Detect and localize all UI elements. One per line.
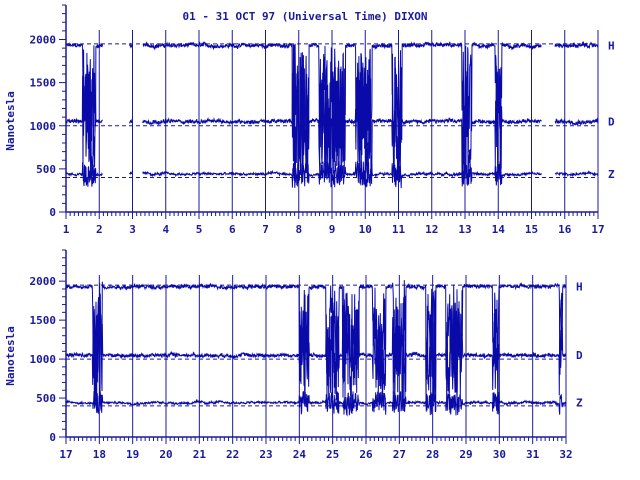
x-tick-label: 29 [459, 448, 472, 461]
y-tick-label: 2000 [30, 275, 57, 288]
x-tick-label: 1 [63, 223, 70, 236]
series-label-z: Z [608, 168, 615, 181]
x-tick-label: 14 [492, 223, 506, 236]
series-line-d [65, 65, 599, 178]
x-tick-label: 21 [193, 448, 207, 461]
y-axis-label: Nanotesla [4, 326, 17, 386]
x-tick-label: 13 [458, 223, 471, 236]
y-tick-label: 500 [36, 163, 56, 176]
x-tick-label: 24 [293, 448, 307, 461]
x-tick-label: 22 [226, 448, 239, 461]
y-tick-label: 500 [36, 392, 56, 405]
y-tick-label: 2000 [30, 34, 57, 47]
y-tick-label: 1000 [30, 353, 57, 366]
chart-panel-bottom: 0 500 1000 1500 2000 Nanotesla 17 18 19 20 21 22 23 2… [4, 249, 583, 461]
chart-title: 01 - 31 OCT 97 (Universal Time) DIXON [182, 10, 427, 23]
y-tick-label: 1000 [30, 120, 57, 133]
x-tick-label: 16 [558, 223, 572, 236]
x-tick-label: 4 [162, 223, 169, 236]
x-tick-label: 28 [426, 448, 439, 461]
y-tick-label: 1500 [30, 77, 57, 90]
x-tick-label: 10 [359, 223, 372, 236]
series-label-z: Z [576, 397, 583, 410]
y-tick-label: 1500 [30, 314, 57, 327]
x-tick-label: 17 [59, 448, 72, 461]
series-line-d [65, 305, 567, 406]
x-tick-label: 7 [262, 223, 269, 236]
x-tick-label: 3 [129, 223, 136, 236]
x-tick-label: 19 [126, 448, 139, 461]
series-line-z [65, 160, 599, 189]
x-tick-label: 27 [393, 448, 406, 461]
series-label-h: H [608, 40, 615, 53]
y-axis-label: Nanotesla [4, 91, 17, 151]
x-tick-label: 11 [392, 223, 406, 236]
x-tick-label: 32 [559, 448, 572, 461]
x-tick-label: 18 [93, 448, 106, 461]
x-tick-label: 17 [591, 223, 604, 236]
y-tick-label: 0 [49, 431, 56, 444]
x-tick-label: 20 [159, 448, 172, 461]
x-tick-label: 31 [526, 448, 540, 461]
series-line-h [65, 40, 599, 156]
series-label-d: D [576, 349, 583, 362]
x-tick-label: 6 [229, 223, 236, 236]
series-label-d: D [608, 115, 615, 128]
x-tick-label: 23 [259, 448, 272, 461]
x-tick-label: 25 [326, 448, 339, 461]
x-tick-label: 15 [525, 223, 538, 236]
x-tick-label: 30 [493, 448, 506, 461]
series-line-z [65, 390, 567, 417]
x-tick-label: 9 [329, 223, 336, 236]
x-tick-label: 8 [295, 223, 302, 236]
series-label-h: H [576, 281, 583, 294]
y-tick-label: 0 [49, 206, 56, 219]
x-tick-label: 26 [359, 448, 373, 461]
x-tick-label: 12 [425, 223, 438, 236]
x-tick-label: 5 [196, 223, 203, 236]
x-tick-label: 2 [96, 223, 103, 236]
series-line-h [65, 280, 567, 386]
